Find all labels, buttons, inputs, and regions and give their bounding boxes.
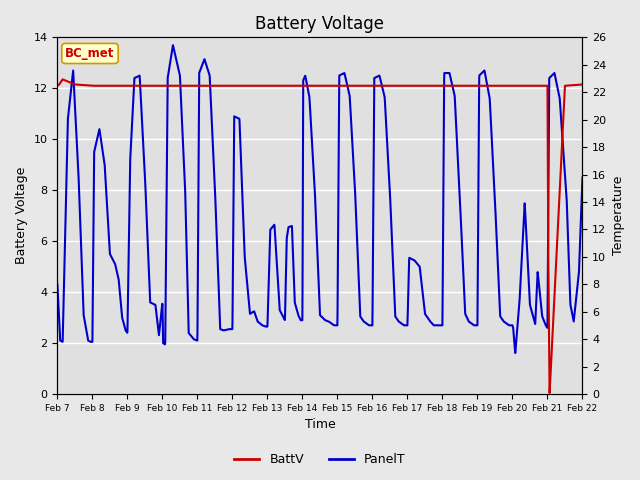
Text: BC_met: BC_met	[65, 47, 115, 60]
Legend: BattV, PanelT: BattV, PanelT	[229, 448, 411, 471]
Title: Battery Voltage: Battery Voltage	[255, 15, 385, 33]
Y-axis label: Temperature: Temperature	[612, 176, 625, 255]
Y-axis label: Battery Voltage: Battery Voltage	[15, 167, 28, 264]
X-axis label: Time: Time	[305, 419, 335, 432]
